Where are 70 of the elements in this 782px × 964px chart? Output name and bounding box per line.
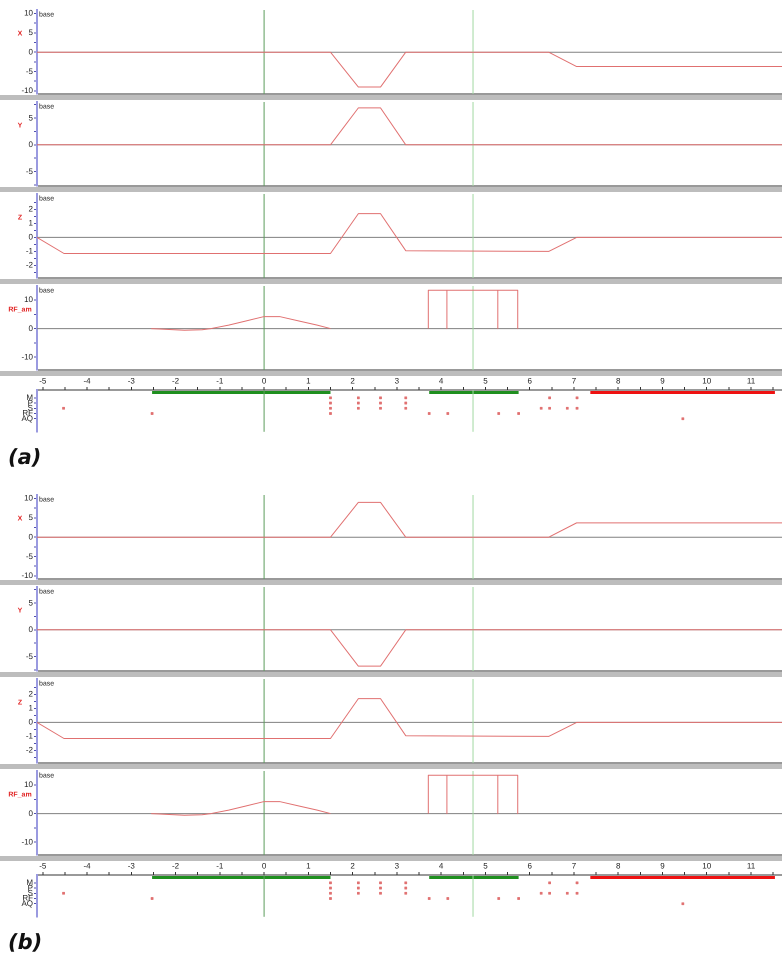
x-tick-label: 7 xyxy=(572,376,577,386)
x-tick-label: 5 xyxy=(483,376,488,386)
y-tick-label: -2 xyxy=(26,746,34,755)
y-tick-label: 10 xyxy=(24,8,34,18)
y-tick-label: -10 xyxy=(21,571,34,580)
x-tick-label: -1 xyxy=(216,376,224,386)
y-tick-label: -5 xyxy=(26,652,34,661)
y-tick-label: 2 xyxy=(28,690,34,699)
y-tick-label: 0 xyxy=(28,808,34,818)
y-tick-label: AQ xyxy=(21,898,33,908)
x-tick-label: 4 xyxy=(438,861,444,870)
y-tick-label: 2 xyxy=(28,204,34,214)
x-tick-label: 7 xyxy=(572,861,577,870)
y-tick-label: 10 xyxy=(24,295,34,304)
x-tick-label: 1 xyxy=(306,376,312,386)
x-tick-label: 8 xyxy=(616,861,621,870)
y-tick-label: 0 xyxy=(28,718,34,727)
y-tick-label: -5 xyxy=(26,552,34,561)
y-tick-label: -2 xyxy=(26,260,34,270)
text: (b) xyxy=(8,930,42,954)
x-tick-label: 6 xyxy=(527,861,532,870)
y-tick-label: -10 xyxy=(21,352,34,362)
y-tick-label: -10 xyxy=(21,837,34,846)
y-tick-label: 0 xyxy=(28,140,34,150)
x-tick-label: 2 xyxy=(350,861,356,870)
y-tick-label: 1 xyxy=(28,218,34,228)
y-tick-label: 0 xyxy=(28,47,34,56)
x-tick-label: -2 xyxy=(172,376,180,386)
x-tick-label: -3 xyxy=(128,861,136,870)
x-tick-label: 6 xyxy=(527,376,532,386)
y-tick-label: 10 xyxy=(24,494,34,503)
y-tick-label: 5 xyxy=(28,113,34,122)
y-tick-label: 5 xyxy=(28,513,34,522)
x-tick-label: 2 xyxy=(350,376,356,386)
x-tick-label: -4 xyxy=(83,861,92,870)
y-tick-label: 0 xyxy=(28,232,34,242)
y-tick-label: 5 xyxy=(28,598,34,608)
x-tick-label: -2 xyxy=(172,861,180,870)
x-tick-label: -5 xyxy=(39,861,47,870)
text: (a) xyxy=(8,444,42,469)
y-tick-label: 0 xyxy=(28,324,34,333)
y-tick-label: -1 xyxy=(26,246,34,256)
y-tick-label: -1 xyxy=(26,732,34,741)
x-tick-label: 8 xyxy=(616,376,621,386)
x-tick-label: 3 xyxy=(394,861,400,870)
y-tick-label: -10 xyxy=(21,86,34,96)
x-tick-label: 9 xyxy=(660,861,666,870)
x-tick-label: 3 xyxy=(394,376,400,386)
x-tick-label: 11 xyxy=(746,376,756,386)
x-tick-label: -5 xyxy=(39,376,47,386)
x-tick-label: 10 xyxy=(702,376,712,386)
y-tick-label: AQ xyxy=(21,414,33,423)
x-tick-label: -3 xyxy=(128,376,136,386)
y-tick-label: 1 xyxy=(28,704,34,713)
y-tick-label: 0 xyxy=(28,625,34,634)
x-tick-label: 11 xyxy=(746,861,756,870)
x-tick-label: 1 xyxy=(306,861,312,870)
y-tick-label: 5 xyxy=(28,28,34,38)
x-tick-label: 0 xyxy=(262,861,267,870)
x-tick-label: -4 xyxy=(83,376,92,386)
y-tick-label: 0 xyxy=(28,532,34,542)
x-tick-label: 0 xyxy=(262,376,267,386)
x-tick-label: 5 xyxy=(483,861,488,870)
x-tick-label: -1 xyxy=(216,861,224,870)
y-tick-label: -5 xyxy=(26,66,34,76)
x-tick-label: 9 xyxy=(660,376,666,386)
x-tick-label: 4 xyxy=(438,376,444,386)
y-tick-label: 10 xyxy=(24,780,34,790)
y-tick-label: -5 xyxy=(26,166,34,176)
x-tick-label: 10 xyxy=(702,861,712,870)
